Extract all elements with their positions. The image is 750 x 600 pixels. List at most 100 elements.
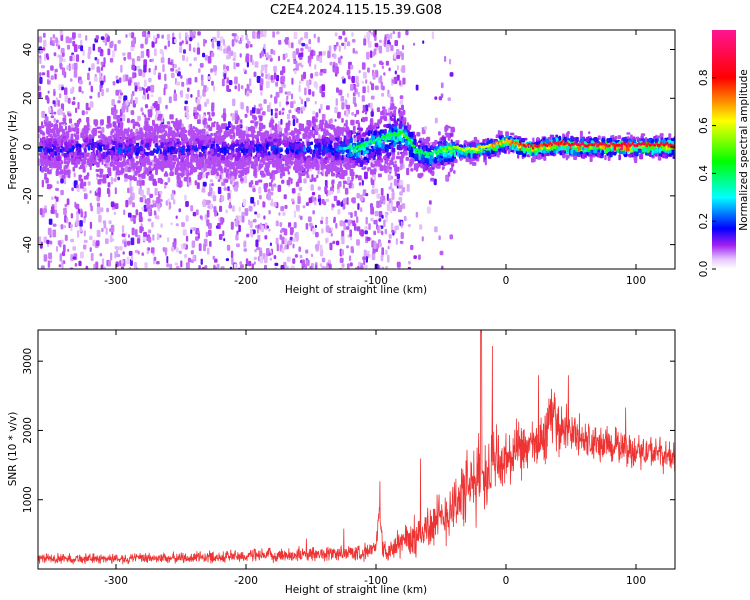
spectrogram-speckle: [72, 96, 76, 101]
spectrogram-speckle: [182, 54, 185, 61]
spectrogram-speckle: [319, 263, 323, 268]
spectrogram-speckle: [38, 236, 42, 245]
spectrogram-speckle: [310, 50, 314, 57]
spectrogram-speckle: [227, 45, 231, 49]
spectrogram-speckle: [289, 236, 293, 241]
spectrogram-speckle: [179, 41, 182, 47]
spectrogram-speckle: [100, 80, 104, 86]
spectrogram-speckle: [70, 254, 74, 262]
spectrogram-cell: [370, 145, 374, 149]
spectrogram-speckle: [53, 39, 56, 44]
spectrogram-speckle: [326, 105, 330, 110]
spectrogram-speckle: [131, 40, 135, 48]
spectrogram-cell: [144, 151, 150, 156]
spectrogram-speckle: [239, 264, 244, 269]
spectrogram-speckle: [357, 203, 360, 211]
spectrogram-speckle: [379, 199, 382, 208]
spectrogram-speckle: [207, 205, 211, 209]
spectrogram-speckle: [173, 64, 177, 69]
spectrogram-speckle: [314, 200, 317, 206]
spectrogram-speckle: [134, 229, 138, 237]
spectrogram-speckle: [239, 261, 242, 266]
spectrogram-speckle: [308, 222, 313, 227]
spectrogram-speckle: [72, 40, 76, 47]
spectrogram-speckle: [320, 220, 323, 225]
spectrogram-speckle: [219, 205, 223, 213]
spectrogram-speckle: [136, 179, 140, 187]
spectrogram-speckle: [270, 94, 273, 99]
spectrogram-speckle: [276, 31, 280, 35]
spectrogram-speckle: [54, 68, 58, 73]
spectrogram-speckle: [383, 164, 386, 172]
spectrogram-cell: [334, 119, 337, 122]
spectrogram-speckle: [231, 39, 235, 47]
spectrogram-speckle: [219, 45, 223, 52]
spectrogram-speckle: [287, 91, 291, 96]
spectrogram-speckle: [245, 43, 249, 49]
spectrogram-speckle: [80, 45, 84, 52]
spectrogram-speckle: [396, 65, 399, 71]
spectrogram-speckle: [143, 59, 148, 67]
spectrogram-speckle: [62, 112, 66, 117]
spectrogram-speckle: [201, 81, 204, 87]
spectrogram-speckle: [363, 249, 367, 257]
spectrogram-speckle: [227, 186, 230, 192]
spectrogram-speckle: [280, 127, 283, 131]
spectrogram-speckle: [218, 234, 223, 240]
spectrogram-cell: [64, 141, 68, 146]
spectrogram-speckle: [279, 229, 283, 234]
spectrogram-speckle: [391, 188, 394, 193]
spectrogram-speckle: [228, 204, 233, 209]
spectrogram-speckle: [173, 199, 176, 205]
spectrogram-speckle: [447, 97, 451, 102]
spectrogram-speckle: [263, 256, 268, 264]
spectrogram-speckle: [220, 266, 225, 269]
spectrogram-speckle: [355, 50, 358, 55]
spectrogram-cell: [174, 171, 178, 175]
spectrogram-speckle: [175, 247, 179, 253]
spectrogram-speckle: [346, 69, 351, 75]
spectrogram-speckle: [121, 106, 126, 113]
spectrogram-speckle: [95, 35, 99, 40]
spectrogram-speckle: [169, 263, 173, 269]
spectrogram-speckle: [322, 68, 327, 74]
spectrogram-speckle: [180, 75, 183, 79]
spectrogram-cell: [370, 163, 375, 168]
spectrogram-speckle: [268, 102, 272, 106]
spectrogram-speckle: [388, 233, 392, 239]
spectrogram-speckle: [117, 40, 121, 44]
spectrogram-speckle: [285, 52, 288, 58]
spectrogram-speckle: [241, 215, 245, 223]
spectrogram-cell: [177, 181, 180, 188]
spectrogram-speckle: [284, 238, 288, 246]
spectrogram-speckle: [117, 176, 121, 181]
spectrogram-speckle: [83, 193, 88, 200]
spectrogram-cell: [244, 113, 248, 118]
spectrogram-speckle: [148, 68, 151, 73]
spectrogram-speckle: [141, 226, 144, 232]
spectrogram-speckle: [198, 68, 201, 74]
spectrogram-speckle: [127, 240, 131, 246]
spectrogram-speckle: [345, 119, 348, 127]
spectrogram-speckle: [237, 267, 241, 269]
spectrogram-speckle: [186, 78, 189, 86]
spectrogram-speckle: [180, 90, 184, 98]
spectrogram-speckle: [405, 30, 409, 36]
spectrogram-speckle: [280, 206, 285, 212]
spectrogram-speckle: [181, 40, 184, 44]
spectrogram-speckle: [298, 80, 302, 85]
spectrogram-speckle: [187, 87, 190, 92]
spectrogram-speckle: [60, 189, 64, 196]
spectrogram-speckle: [157, 75, 161, 80]
spectrogram-speckle: [365, 193, 369, 197]
spectrogram-speckle: [231, 257, 234, 265]
spectrogram-speckle: [122, 113, 126, 122]
spectrogram-cell: [75, 107, 78, 114]
spectrogram-speckle: [101, 127, 105, 133]
spectrogram-speckle: [73, 62, 78, 71]
spectrogram-speckle: [319, 71, 323, 76]
spectrogram-speckle: [206, 219, 210, 227]
spectrogram-speckle: [423, 126, 428, 130]
spectrogram-speckle: [312, 116, 316, 125]
spectrogram-speckle: [70, 227, 73, 232]
